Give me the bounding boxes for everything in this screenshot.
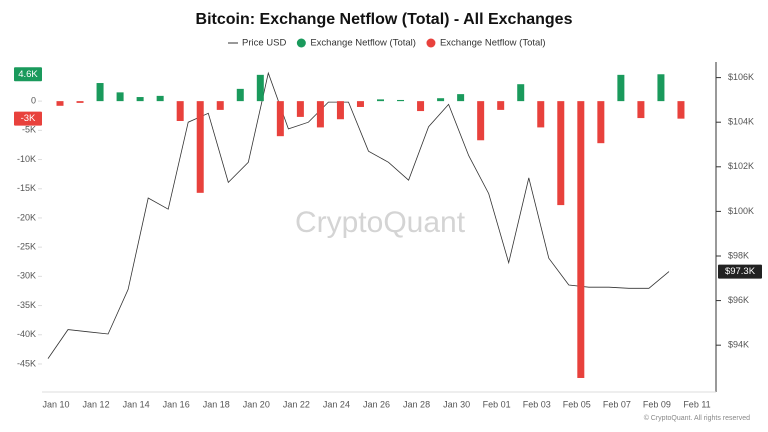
chart-title: Bitcoin: Exchange Netflow (Total) - All … (196, 11, 573, 28)
last-value-label: -3K (21, 113, 36, 124)
legend-label: Exchange Netflow (Total) (310, 38, 416, 49)
netflow-bar (316, 101, 324, 128)
x-tick-label: Feb 09 (643, 399, 671, 409)
y2-tick-label: $104K (728, 117, 754, 127)
last-value-label: 4.6K (18, 69, 38, 80)
x-tick-label: Jan 30 (443, 399, 470, 409)
x-tick-label: Feb 05 (563, 399, 591, 409)
x-tick-label: Jan 10 (42, 399, 69, 409)
legend-swatch (426, 38, 436, 48)
x-tick-label: Jan 28 (403, 399, 430, 409)
last-value-badge (14, 111, 42, 126)
x-tick-label: Jan 22 (283, 399, 310, 409)
x-tick-label: Jan 26 (363, 399, 390, 409)
last-value-label: $97.3K (725, 266, 756, 277)
y-tick-label: -45K (17, 358, 36, 368)
y-tick-label: -35K (17, 300, 36, 310)
price-line (47, 71, 670, 359)
netflow-bar (216, 101, 224, 110)
netflow-bar (56, 101, 64, 106)
netflow-bar (136, 97, 144, 102)
last-value-badge (14, 67, 42, 82)
netflow-bar (597, 101, 605, 144)
netflow-bar (617, 74, 625, 102)
netflow-bar (176, 101, 184, 121)
netflow-bar (637, 101, 645, 119)
y2-tick-label: $106K (728, 72, 754, 82)
y-tick-label: -30K (17, 271, 36, 281)
legend-label: Price USD (242, 38, 286, 49)
y-tick-label: -10K (17, 154, 36, 164)
y-tick-label: -25K (17, 242, 36, 252)
netflow-bar (477, 101, 485, 141)
x-tick-label: Jan 12 (83, 399, 110, 409)
netflow-bar (256, 74, 264, 102)
y2-tick-label: $94K (728, 340, 749, 350)
netflow-bar (397, 99, 405, 102)
credit: © CryptoQuant. All rights reserved (644, 414, 750, 422)
x-tick-label: Jan 18 (203, 399, 230, 409)
y2-tick-label: $96K (728, 295, 749, 305)
y2-tick-label: $100K (728, 206, 754, 216)
x-tick-label: Feb 11 (683, 399, 710, 409)
y-tick-label: 0 (31, 96, 36, 106)
x-tick-label: Jan 24 (323, 399, 350, 409)
netflow-bar (196, 101, 204, 193)
netflow-bar (356, 101, 364, 107)
x-tick-label: Jan 14 (123, 399, 150, 409)
x-tick-label: Jan 20 (243, 399, 270, 409)
legend-label: Exchange Netflow (Total) (440, 38, 546, 49)
netflow-bar (276, 101, 284, 137)
last-value-badge (718, 264, 762, 279)
y-tick-label: -20K (17, 212, 36, 222)
netflow-bar (497, 101, 505, 110)
netflow-bar (677, 101, 685, 119)
netflow-bar (236, 88, 244, 102)
netflow-bar (457, 94, 465, 102)
netflow-bar (517, 84, 525, 102)
netflow-bar (156, 95, 164, 102)
x-tick-label: Feb 03 (523, 399, 551, 409)
netflow-bar (76, 101, 84, 103)
netflow-bar (116, 92, 124, 102)
netflow-bar (336, 101, 344, 120)
netflow-bar (417, 101, 425, 112)
netflow-bar (377, 99, 384, 102)
netflow-bar (296, 101, 304, 117)
x-tick-label: Feb 07 (603, 399, 631, 409)
y2-tick-label: $102K (728, 161, 754, 171)
x-tick-label: Feb 01 (483, 399, 511, 409)
y-tick-label: -15K (17, 183, 36, 193)
netflow-bar (537, 101, 545, 128)
netflow-bar (96, 83, 104, 102)
legend-swatch (296, 38, 306, 48)
x-tick-label: Jan 16 (163, 399, 190, 409)
y-tick-label: -5K (22, 125, 36, 135)
netflow-bar (657, 74, 665, 102)
netflow-bar (577, 101, 585, 378)
y2-tick-label: $98K (728, 250, 749, 260)
netflow-bar (437, 98, 445, 102)
y-tick-label: -40K (17, 329, 36, 339)
watermark: CryptoQuant (295, 206, 466, 239)
netflow-bar (557, 101, 565, 206)
